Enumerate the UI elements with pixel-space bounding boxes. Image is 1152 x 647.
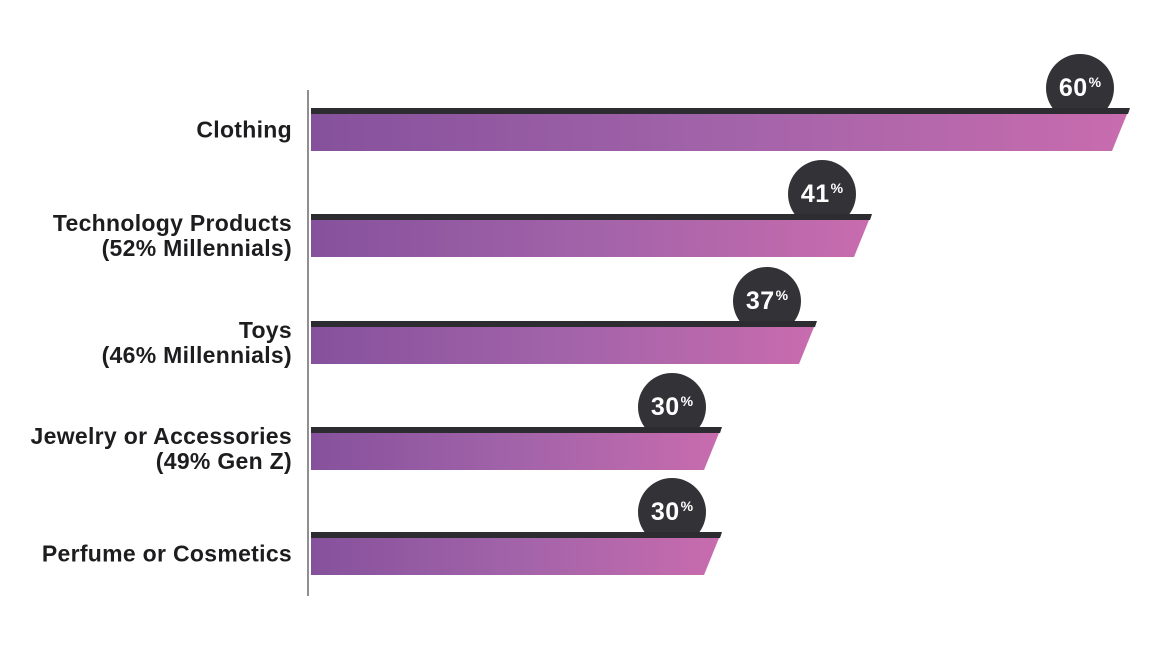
- badge-percent-sign: %: [1088, 73, 1102, 90]
- badge-value: 37: [745, 286, 775, 315]
- bar-top-edge: [311, 427, 722, 433]
- category-label: Technology Products (52% Millennials): [52, 209, 292, 261]
- bar-row: Jewelry or Accessories (49% Gen Z) 30 %: [0, 373, 1152, 473]
- bar-fill: [311, 327, 814, 364]
- bar-fill: [311, 220, 869, 257]
- bar-fill: [311, 433, 719, 470]
- bar-top-edge: [311, 108, 1130, 114]
- badge-percent-sign: %: [775, 286, 789, 303]
- badge-value: 30: [650, 392, 680, 421]
- category-label: Clothing: [196, 116, 292, 142]
- y-axis-line: [307, 90, 309, 596]
- bar-top-edge: [311, 532, 722, 538]
- badge-value: 30: [650, 497, 680, 526]
- badge-value: 60: [1058, 73, 1088, 102]
- category-label: Jewelry or Accessories (49% Gen Z): [30, 422, 292, 474]
- badge-percent-sign: %: [830, 179, 844, 196]
- badge-value: 41: [800, 179, 830, 208]
- bar-row: Technology Products (52% Millennials) 41 …: [0, 160, 1152, 260]
- bar-fill: [311, 538, 719, 575]
- bar-top-edge: [311, 214, 872, 220]
- bar-row: Perfume or Cosmetics 30 %: [0, 478, 1152, 575]
- badge-percent-sign: %: [680, 392, 694, 409]
- category-label: Perfume or Cosmetics: [41, 540, 292, 566]
- badge-percent-sign: %: [680, 497, 694, 514]
- bar-fill: [311, 114, 1127, 151]
- bar-row: Toys (46% Millennials) 37 %: [0, 267, 1152, 367]
- category-label: Toys (46% Millennials): [101, 316, 292, 368]
- bar-row: Clothing 60 %: [0, 54, 1152, 151]
- bar-top-edge: [311, 321, 817, 327]
